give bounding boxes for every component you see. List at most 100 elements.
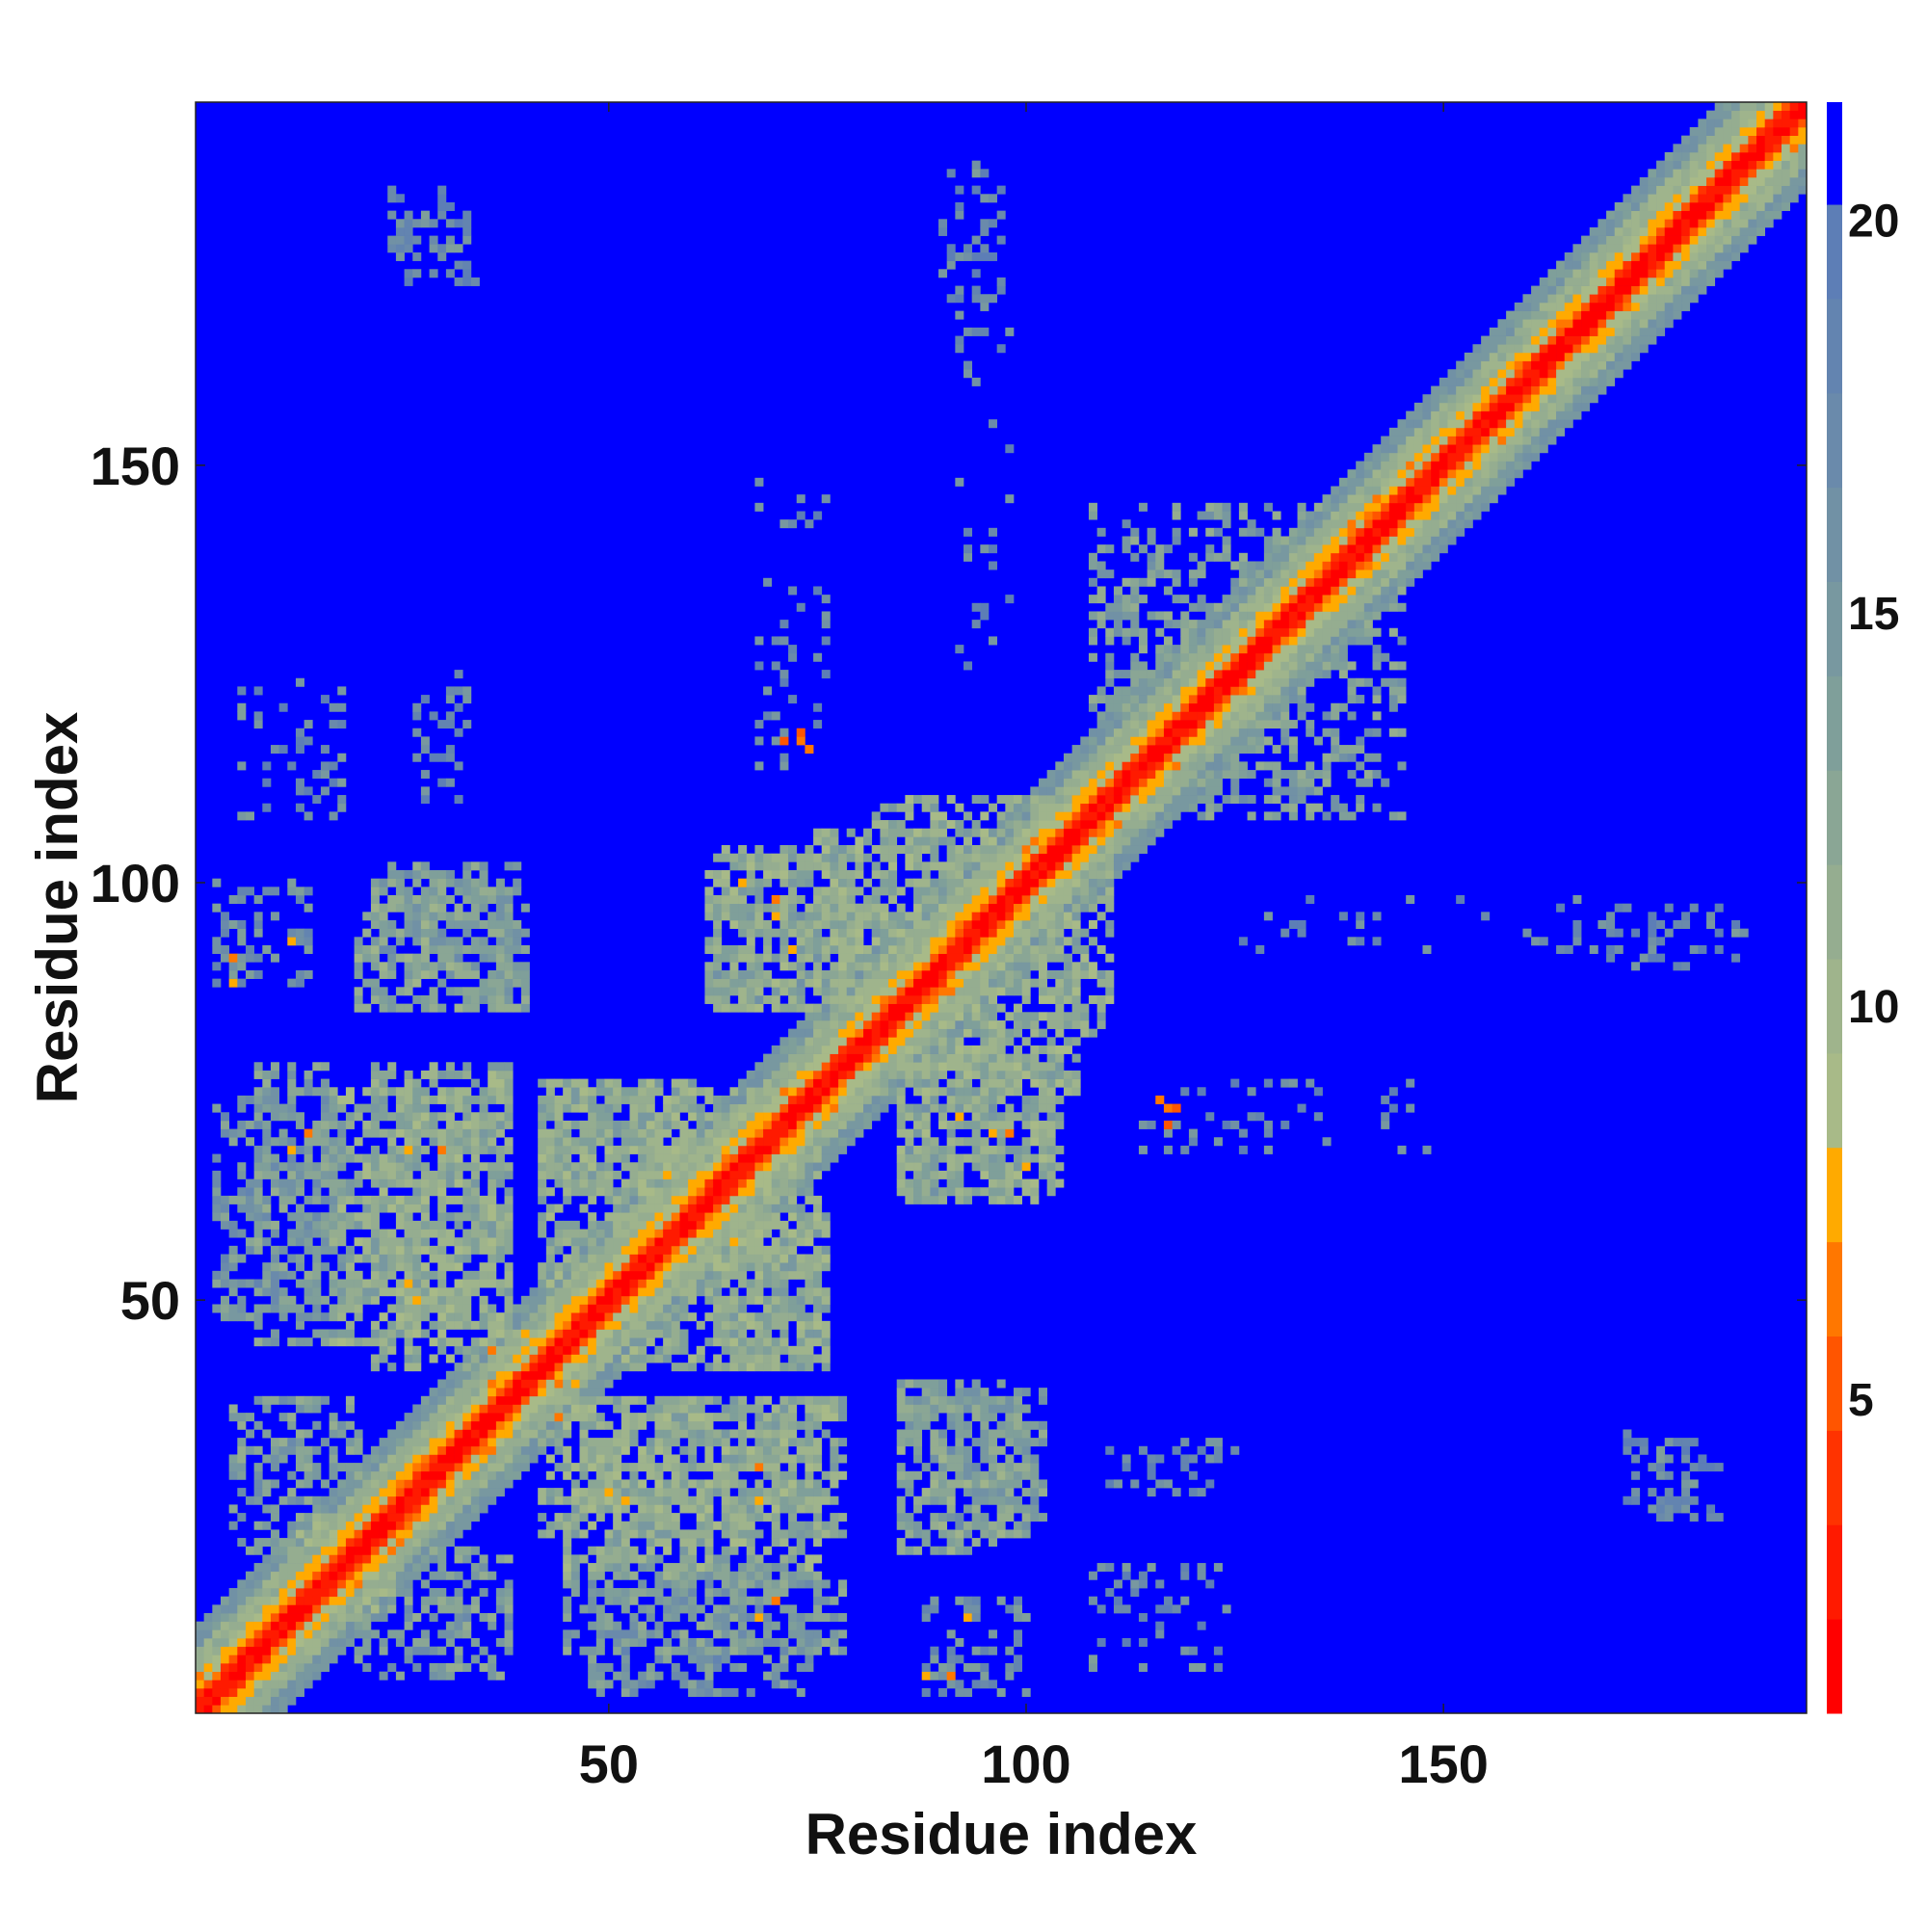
heatmap-cell [896, 962, 906, 971]
heatmap-cell [362, 1170, 372, 1179]
heatmap-cell [805, 1145, 814, 1154]
heatmap-cell [821, 870, 831, 880]
heatmap-cell [404, 1320, 413, 1330]
heatmap-cell [805, 953, 814, 963]
heatmap-cell [805, 1062, 814, 1072]
heatmap-cell [595, 1087, 605, 1097]
heatmap-cell [838, 903, 848, 913]
heatmap-cell [445, 244, 455, 253]
heatmap-cell [704, 1262, 714, 1272]
heatmap-cell [262, 1095, 272, 1104]
heatmap-cell [588, 1178, 597, 1188]
heatmap-cell [570, 1178, 580, 1188]
heatmap-cell [237, 686, 247, 696]
heatmap-cell [329, 1445, 338, 1455]
heatmap-cell [462, 1120, 472, 1129]
heatmap-cell [838, 1112, 848, 1122]
heatmap-cell [454, 1145, 463, 1154]
heatmap-cell [538, 1162, 547, 1172]
heatmap-cell [312, 1262, 322, 1272]
heatmap-cell [713, 969, 723, 979]
heatmap-cell [270, 887, 279, 896]
heatmap-cell [604, 1304, 614, 1313]
heatmap-cell [813, 1220, 823, 1230]
heatmap-cell [412, 1488, 422, 1497]
heatmap-cell [437, 1137, 447, 1147]
heatmap-cell [570, 1279, 580, 1288]
heatmap-cell [871, 1003, 881, 1013]
heatmap-cell [771, 912, 780, 921]
heatmap-cell [278, 1162, 288, 1172]
heatmap-cell [312, 1445, 322, 1455]
heatmap-cell [513, 1438, 522, 1447]
heatmap-cell [270, 1588, 279, 1598]
heatmap-cell [545, 1162, 555, 1172]
heatmap-cell [704, 1513, 714, 1522]
heatmap-cell [220, 1629, 229, 1639]
heatmap-cell [613, 1395, 622, 1405]
heatmap-cell [337, 1312, 347, 1322]
heatmap-cell [654, 1187, 664, 1197]
heatmap-cell [329, 1245, 338, 1255]
heatmap-cell [896, 912, 906, 921]
heatmap-cell [646, 1445, 655, 1455]
heatmap-cell [287, 1337, 297, 1347]
heatmap-cell [788, 1504, 798, 1514]
heatmap-cell [563, 1145, 572, 1154]
heatmap-cell [788, 1187, 798, 1197]
heatmap-cell [196, 1696, 205, 1706]
heatmap-cell [779, 1588, 789, 1598]
heatmap-cell [387, 1304, 397, 1313]
heatmap-cell [362, 1003, 372, 1013]
heatmap-cell [805, 1212, 814, 1222]
heatmap-cell [337, 1479, 347, 1489]
heatmap-cell [270, 1279, 279, 1288]
heatmap-cell [788, 994, 798, 1004]
heatmap-cell [329, 1103, 338, 1113]
heatmap-cell [871, 811, 881, 821]
heatmap-cell [871, 1019, 881, 1029]
heatmap-cell [796, 919, 805, 929]
heatmap-cell [638, 1229, 647, 1238]
heatmap-cell [404, 1495, 413, 1505]
heatmap-cell [679, 1571, 689, 1580]
heatmap-cell [863, 919, 873, 929]
heatmap-cell [688, 1212, 698, 1222]
heatmap-cell [595, 1663, 605, 1673]
heatmap-cell [696, 1438, 705, 1447]
heatmap-cell [763, 1053, 773, 1063]
heatmap-cell [520, 1295, 530, 1305]
heatmap-cell [445, 1463, 455, 1472]
heatmap-cell [738, 1229, 748, 1238]
heatmap-cell [570, 1120, 580, 1129]
heatmap-cell [779, 861, 789, 871]
heatmap-cell [821, 1229, 831, 1238]
heatmap-cell [721, 1495, 730, 1505]
heatmap-cell [595, 1103, 605, 1113]
heatmap-cell [746, 1638, 755, 1648]
heatmap-cell [846, 853, 856, 862]
heatmap-cell [354, 953, 363, 963]
heatmap-cell [888, 878, 898, 887]
heatmap-cell [704, 895, 714, 905]
heatmap-cell [563, 1312, 572, 1322]
heatmap-cell [704, 1287, 714, 1297]
heatmap-cell [671, 1454, 680, 1464]
heatmap-cell [370, 1495, 380, 1505]
heatmap-cell [905, 1162, 914, 1172]
heatmap-cell [588, 1279, 597, 1288]
heatmap-cell [570, 1087, 580, 1097]
heatmap-cell [821, 1521, 831, 1530]
heatmap-cell [788, 1463, 798, 1472]
heatmap-cell [663, 1112, 673, 1122]
heatmap-cell [788, 1204, 798, 1213]
heatmap-cell [345, 1479, 355, 1489]
heatmap-cell [245, 1705, 254, 1714]
heatmap-cell [805, 1279, 814, 1288]
heatmap-cell [262, 1120, 272, 1129]
heatmap-cell [504, 1345, 514, 1355]
heatmap-cell [805, 878, 814, 887]
heatmap-cell [462, 219, 472, 228]
heatmap-cell [754, 912, 764, 921]
heatmap-cell [462, 1513, 472, 1522]
